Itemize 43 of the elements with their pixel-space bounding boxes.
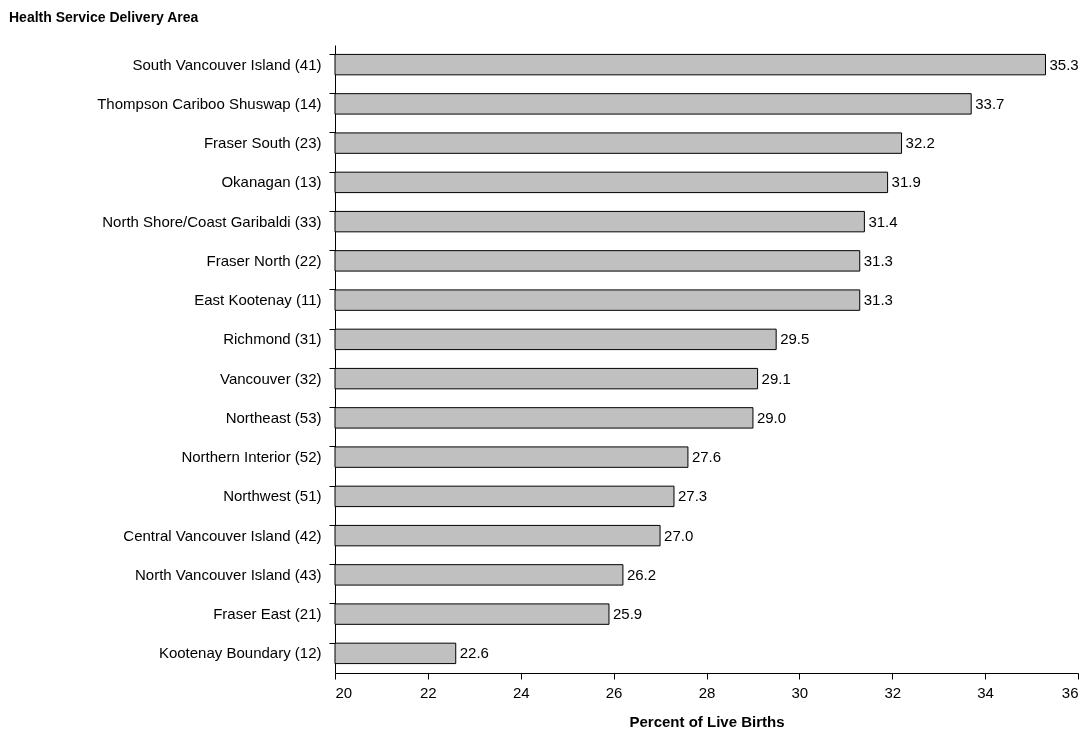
data-label: 31.3 [863, 251, 893, 269]
data-label: 32.2 [905, 134, 935, 152]
data-label: 26.2 [626, 565, 657, 583]
x-tick-label: 26 [605, 683, 623, 701]
x-axis-title: Percent of Live Births [629, 712, 785, 730]
data-label: 25.9 [612, 605, 643, 623]
text: Health Service Delivery Area [9, 9, 199, 25]
y-tick-label: Northwest (51) [223, 487, 322, 505]
x-tick-label: 34 [977, 683, 994, 701]
x-tick-label: 36 [1061, 683, 1079, 701]
data-label: 22.6 [459, 644, 489, 662]
y-tick-label: Fraser South (23) [203, 134, 322, 152]
x-tick-label: 24 [512, 683, 530, 701]
x-tick-label: 28 [698, 683, 716, 701]
data-label: 31.9 [891, 173, 921, 191]
y-tick-label: Fraser North (22) [206, 251, 322, 269]
data-label: 27.0 [664, 526, 694, 544]
data-label: 33.7 [975, 94, 1005, 112]
x-tick-label: 30 [791, 683, 809, 701]
data-label: 31.3 [863, 291, 893, 309]
y-tick-label: Northeast (53) [225, 408, 322, 426]
y-tick-label: Okanagan (13) [221, 173, 322, 191]
data-label: 35.3 [1049, 55, 1079, 73]
y-tick-label: South Vancouver Island (41) [132, 55, 322, 73]
data-label: 29.5 [780, 330, 810, 348]
x-tick-label: 22 [420, 683, 437, 701]
y-tick-label: East Kootenay (11) [194, 291, 322, 309]
y-tick-label: Thompson Cariboo Shuswap (14) [97, 94, 322, 112]
x-tick-label: 32 [884, 683, 902, 701]
y-tick-label: Richmond (31) [223, 330, 322, 348]
y-tick-label: Kootenay Boundary (12) [158, 644, 322, 662]
y-tick-label: North Shore/Coast Garibaldi (33) [102, 212, 322, 230]
data-label: 31.4 [868, 212, 898, 230]
x-tick-label: 20 [335, 683, 353, 701]
data-label: 27.6 [691, 448, 722, 466]
data-label: 29.1 [761, 369, 791, 387]
y-tick-label: Vancouver (32) [220, 369, 322, 387]
y-tick-label: Northern Interior (52) [181, 448, 322, 466]
y-tick-label: Central Vancouver Island (42) [123, 526, 322, 544]
y-tick-label: North Vancouver Island (43) [135, 565, 322, 583]
data-label: 27.3 [677, 487, 708, 505]
y-tick-label: Fraser East (21) [213, 605, 322, 623]
data-label: 29.0 [756, 408, 787, 426]
